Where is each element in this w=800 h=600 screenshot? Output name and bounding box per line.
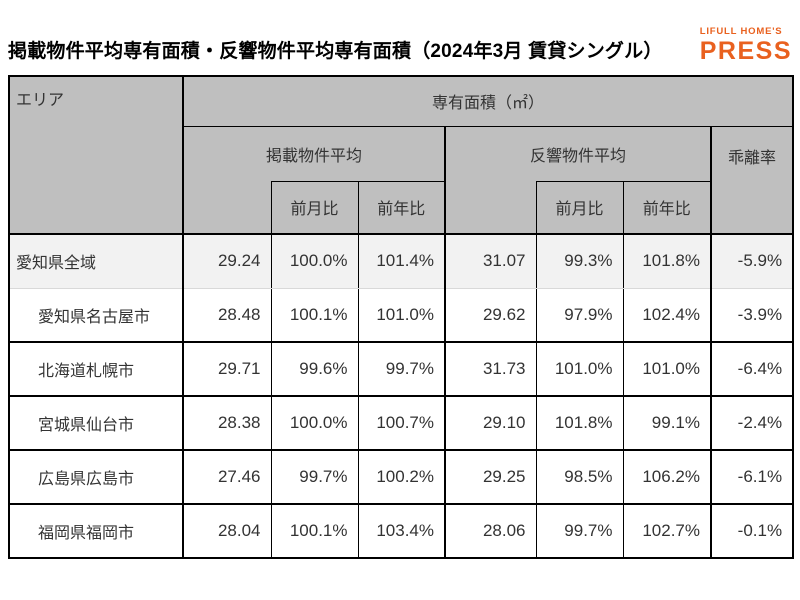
divergence-cell: -6.1% (711, 450, 794, 505)
response-avg-cell: 28.06 (445, 504, 537, 559)
table-row: 福岡県福岡市 28.04 100.1% 103.4% 28.06 99.7% 102.7% -… (9, 504, 794, 559)
response-avg-cell: 29.25 (445, 450, 537, 505)
area-cell: 福岡県福岡市 (9, 504, 184, 559)
area-cell: 宮城県仙台市 (9, 396, 184, 451)
response-mom-cell: 99.3% (536, 233, 624, 289)
table-row: 愛知県名古屋市 28.48 100.1% 101.0% 29.62 97.9% 102.4%… (9, 288, 794, 343)
listed-mom-cell: 99.7% (271, 450, 359, 505)
col-header-response-yoy: 前年比 (623, 180, 711, 235)
table-body: 愛知県全域 29.24 100.0% 101.4% 31.07 99.3% 101.8% -5… (9, 233, 794, 559)
col-header-listed-yoy: 前年比 (358, 180, 446, 235)
listed-mom-cell: 99.6% (271, 342, 359, 397)
floor-area-table: エリア 専有面積（㎡） 掲載物件平均 反響物件平均 乖離率 前月比 前年比 前月… (8, 75, 795, 559)
listed-value-subheader-spacer (183, 181, 272, 235)
listed-yoy-cell: 100.7% (358, 396, 446, 451)
table-row: 愛知県全域 29.24 100.0% 101.4% 31.07 99.3% 101.8% -5… (9, 233, 794, 289)
listed-mom-cell: 100.1% (271, 288, 359, 343)
response-yoy-cell: 102.7% (623, 504, 712, 559)
listed-yoy-cell: 99.7% (358, 342, 446, 397)
divergence-cell: -6.4% (711, 342, 794, 397)
listed-avg-cell: 29.24 (183, 233, 272, 289)
response-yoy-cell: 99.1% (623, 396, 712, 451)
response-avg-cell: 31.07 (445, 233, 537, 289)
divergence-cell: -0.1% (711, 504, 794, 559)
area-cell: 北海道札幌市 (9, 342, 184, 397)
listed-yoy-cell: 101.0% (358, 288, 446, 343)
col-header-response-average: 反響物件平均 (445, 126, 712, 181)
col-header-listed-mom: 前月比 (271, 180, 359, 235)
divergence-cell: -5.9% (711, 233, 794, 289)
divergence-cell: -2.4% (711, 396, 794, 451)
area-cell: 愛知県全域 (9, 233, 184, 289)
col-header-area: エリア (9, 76, 184, 235)
divergence-cell: -3.9% (711, 288, 794, 343)
response-avg-cell: 29.62 (445, 288, 537, 343)
response-avg-cell: 31.73 (445, 342, 537, 397)
col-header-response-mom: 前月比 (536, 180, 624, 235)
response-avg-cell: 29.10 (445, 396, 537, 451)
listed-yoy-cell: 103.4% (358, 504, 446, 559)
col-header-floor-area-group: 専有面積（㎡） (183, 76, 794, 127)
response-yoy-cell: 101.8% (623, 233, 712, 289)
response-yoy-cell: 102.4% (623, 288, 712, 343)
col-header-listed-average: 掲載物件平均 (183, 126, 446, 181)
col-header-divergence-rate: 乖離率 (709, 126, 794, 235)
listed-avg-cell: 27.46 (183, 450, 272, 505)
response-mom-cell: 101.8% (536, 396, 624, 451)
listed-avg-cell: 29.71 (183, 342, 272, 397)
response-mom-cell: 101.0% (536, 342, 624, 397)
table-row: 北海道札幌市 29.71 99.6% 99.7% 31.73 101.0% 101.0% -6… (9, 342, 794, 397)
figure-title: 掲載物件平均専有面積・反響物件平均専有面積（2024年3月 賃貸シングル） (8, 41, 663, 62)
response-mom-cell: 97.9% (536, 288, 624, 343)
listed-avg-cell: 28.38 (183, 396, 272, 451)
table-row: 宮城県仙台市 28.38 100.0% 100.7% 29.10 101.8% 99.1% -… (9, 396, 794, 451)
response-mom-cell: 99.7% (536, 504, 624, 559)
response-value-subheader-spacer (445, 181, 537, 235)
logo-brand-text: LIFULL HOME'S (699, 26, 783, 37)
area-cell: 広島県広島市 (9, 450, 184, 505)
listed-mom-cell: 100.1% (271, 504, 359, 559)
response-mom-cell: 98.5% (536, 450, 624, 505)
listed-yoy-cell: 101.4% (358, 233, 446, 289)
listed-avg-cell: 28.48 (183, 288, 272, 343)
response-yoy-cell: 106.2% (623, 450, 712, 505)
lifull-homes-press-logo: LIFULL HOME'S PRESS (700, 27, 792, 64)
listed-mom-cell: 100.0% (271, 396, 359, 451)
table-header: エリア 専有面積（㎡） 掲載物件平均 反響物件平均 乖離率 前月比 前年比 前月… (9, 76, 794, 235)
listed-yoy-cell: 100.2% (358, 450, 446, 505)
response-yoy-cell: 101.0% (623, 342, 712, 397)
listed-avg-cell: 28.04 (183, 504, 272, 559)
listed-mom-cell: 100.0% (271, 233, 359, 289)
logo-press-text: PRESS (699, 36, 792, 65)
table-row: 広島県広島市 27.46 99.7% 100.2% 29.25 98.5% 106.2% -6… (9, 450, 794, 505)
area-cell: 愛知県名古屋市 (9, 288, 184, 343)
